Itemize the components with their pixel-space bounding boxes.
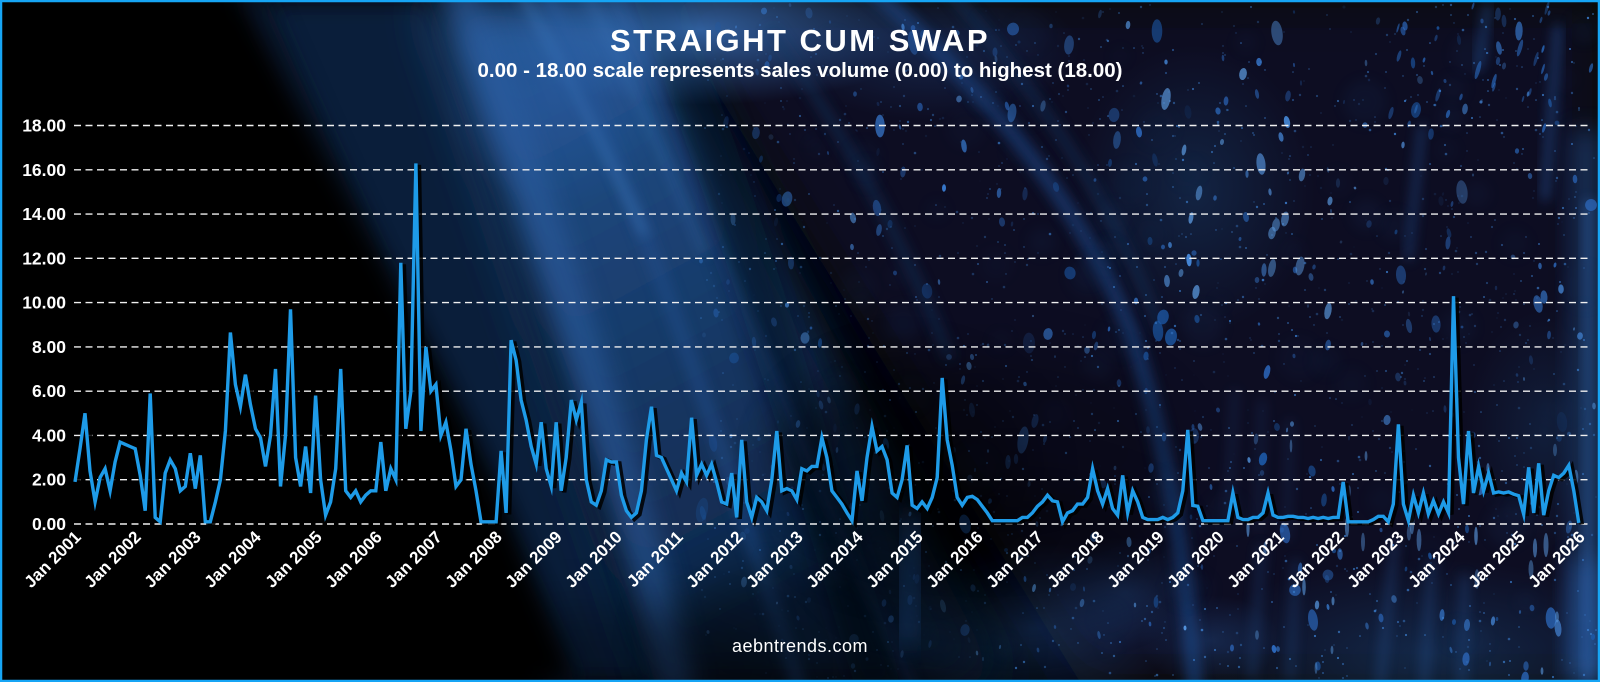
svg-text:STRAIGHT CUM SWAP: STRAIGHT CUM SWAP <box>610 23 990 58</box>
svg-text:14.00: 14.00 <box>22 204 66 224</box>
svg-text:16.00: 16.00 <box>22 160 66 180</box>
svg-text:18.00: 18.00 <box>22 116 66 136</box>
svg-text:aebntrends.com: aebntrends.com <box>732 636 868 656</box>
svg-text:6.00: 6.00 <box>32 381 66 401</box>
svg-text:0.00 - 18.00 scale represents: 0.00 - 18.00 scale represents sales volu… <box>478 59 1123 82</box>
svg-text:4.00: 4.00 <box>32 425 66 445</box>
svg-text:2.00: 2.00 <box>32 470 66 490</box>
svg-text:0.00: 0.00 <box>32 514 66 534</box>
svg-text:12.00: 12.00 <box>22 248 66 268</box>
svg-text:10.00: 10.00 <box>22 293 66 313</box>
svg-text:8.00: 8.00 <box>32 337 66 357</box>
